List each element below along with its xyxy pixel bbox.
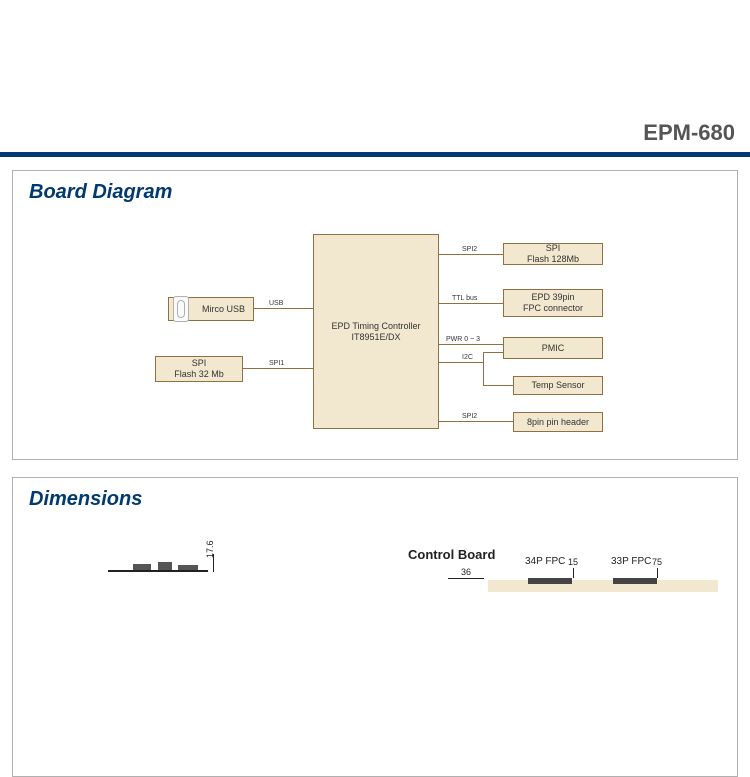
edge-i2c-to-pmic xyxy=(483,352,503,353)
fpc-34-label: 34P FPC xyxy=(525,556,565,567)
fpc-34-dim-line xyxy=(573,568,574,578)
side-height-label: 17.6 xyxy=(205,540,215,558)
edge-pwr xyxy=(439,344,503,345)
node-label: Flash 128Mb xyxy=(527,254,579,265)
fpc-33-dim-line xyxy=(657,568,658,578)
node-label: Mirco USB xyxy=(202,304,245,315)
top-dim-line xyxy=(448,578,484,579)
edge-usb xyxy=(254,308,313,309)
edge-label-pwr: PWR 0 ~ 3 xyxy=(445,336,481,343)
top-dim-label: 36 xyxy=(461,567,471,577)
fpc-33-dim: 75 xyxy=(652,557,662,567)
edge-spi2-bottom xyxy=(439,421,513,422)
node-epd-controller: EPD Timing Controller IT8951E/DX xyxy=(313,234,439,429)
side-view-chip2 xyxy=(158,562,172,570)
fpc-33-connector xyxy=(613,578,657,584)
node-label: EPD 39pin xyxy=(531,292,574,303)
node-label: Flash 32 Mb xyxy=(174,369,224,380)
edge-ttl xyxy=(439,303,503,304)
node-pmic: PMIC xyxy=(503,337,603,359)
node-temp-sensor: Temp Sensor xyxy=(513,376,603,395)
fpc-33-label: 33P FPC xyxy=(611,556,651,567)
side-view-baseline xyxy=(108,570,208,572)
dimensions-title: Dimensions xyxy=(13,478,737,511)
node-label: SPI xyxy=(192,358,207,369)
node-label: EPD Timing Controller xyxy=(331,321,420,332)
node-spi-flash-128: SPI Flash 128Mb xyxy=(503,243,603,265)
edge-label-spi2-bottom: SPI2 xyxy=(461,413,478,420)
diagram-canvas: EPD Timing Controller IT8951E/DX Mirco U… xyxy=(13,204,737,454)
edge-i2c-v xyxy=(483,352,484,386)
fpc-34-dim: 15 xyxy=(568,557,578,567)
usb-glyph xyxy=(177,300,185,318)
node-epd-39pin: EPD 39pin FPC connector xyxy=(503,289,603,317)
board-diagram-title: Board Diagram xyxy=(13,171,737,204)
edge-spi2-top xyxy=(439,254,503,255)
edge-label-spi2-top: SPI2 xyxy=(461,246,478,253)
node-label: FPC connector xyxy=(523,303,583,314)
node-label: Temp Sensor xyxy=(531,380,584,391)
node-label: PMIC xyxy=(542,343,565,354)
dimensions-section: Dimensions 17.6 Control Board 36 34P FPC… xyxy=(12,477,738,777)
node-pin-header: 8pin pin header xyxy=(513,412,603,432)
node-label: SPI xyxy=(546,243,561,254)
header-divider xyxy=(0,152,750,157)
usb-icon xyxy=(173,296,189,322)
edge-label-spi1: SPI1 xyxy=(268,360,285,367)
edge-label-i2c: I2C xyxy=(461,354,474,361)
control-board-body xyxy=(488,580,718,592)
edge-i2c-h xyxy=(439,362,484,363)
control-board-title: Control Board xyxy=(408,547,495,562)
node-label: IT8951E/DX xyxy=(351,332,400,343)
board-diagram-section: Board Diagram EPD Timing Controller IT89… xyxy=(12,170,738,460)
side-view-chip3 xyxy=(178,565,198,570)
node-spi-flash-32: SPI Flash 32 Mb xyxy=(155,356,243,382)
edge-label-usb: USB xyxy=(268,300,284,307)
edge-label-ttl: TTL bus xyxy=(451,295,478,302)
side-view-chip xyxy=(133,564,151,570)
edge-i2c-to-temp xyxy=(483,385,513,386)
node-label: 8pin pin header xyxy=(527,417,589,428)
edge-spi1 xyxy=(243,368,313,369)
fpc-34-connector xyxy=(528,578,572,584)
product-title: EPM-680 xyxy=(643,120,735,146)
